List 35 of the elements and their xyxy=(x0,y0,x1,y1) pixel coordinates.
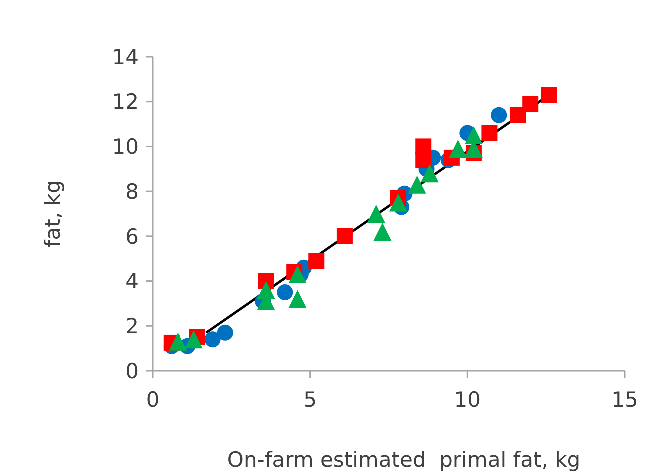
x-tick-label: 15 xyxy=(612,388,638,412)
y-tick-label: 8 xyxy=(126,180,139,204)
y-tick-label: 2 xyxy=(126,314,139,338)
x-tick-label: 0 xyxy=(146,388,160,412)
y-tick-label: 4 xyxy=(126,270,139,294)
point xyxy=(184,330,203,349)
point xyxy=(449,140,468,158)
point xyxy=(374,222,392,241)
x-tick-label: 5 xyxy=(304,388,318,412)
point xyxy=(510,107,526,124)
point xyxy=(217,324,234,341)
y-tick-label: 12 xyxy=(112,90,139,114)
point xyxy=(416,152,432,168)
point xyxy=(482,125,498,142)
point xyxy=(169,332,188,351)
y-tick-label: 14 xyxy=(112,45,139,70)
point xyxy=(389,194,408,212)
x-axis-title: On-farm estimated primal fat, kg xyxy=(227,448,581,472)
y-tick-label: 0 xyxy=(126,359,139,384)
point xyxy=(491,107,508,124)
x-tick-label: 10 xyxy=(454,388,482,412)
y-tick-label: 10 xyxy=(112,135,139,160)
point xyxy=(277,284,294,300)
point xyxy=(204,332,221,348)
y-axis-title: fat, kg xyxy=(41,180,65,248)
point xyxy=(541,87,558,104)
point xyxy=(308,253,325,270)
point xyxy=(288,290,307,308)
point xyxy=(367,205,386,223)
y-tick-label: 6 xyxy=(126,224,139,249)
point xyxy=(522,96,539,112)
point xyxy=(408,176,426,194)
point xyxy=(464,126,483,144)
point xyxy=(420,164,439,183)
point xyxy=(336,228,353,244)
